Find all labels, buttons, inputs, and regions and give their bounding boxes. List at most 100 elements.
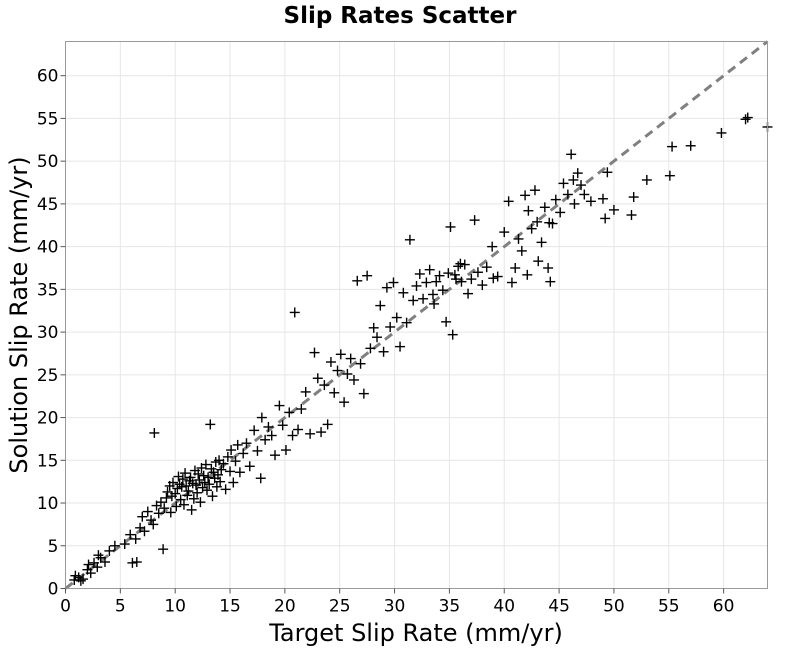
data-point <box>222 451 233 462</box>
data-point <box>186 504 197 515</box>
data-point <box>75 575 86 586</box>
x-tick-label: 55 <box>658 597 680 617</box>
data-point <box>418 293 429 304</box>
data-point <box>558 178 569 189</box>
data-point <box>249 425 260 436</box>
data-point <box>142 506 153 517</box>
data-point <box>378 346 389 357</box>
y-tick-label: 40 <box>37 238 59 258</box>
x-tick-label: 30 <box>384 597 406 617</box>
data-point <box>104 545 115 556</box>
data-point <box>255 473 266 484</box>
data-point <box>181 480 192 491</box>
data-point <box>174 479 185 490</box>
data-point <box>207 491 218 502</box>
data-point <box>463 288 474 299</box>
y-tick-label: 50 <box>37 152 59 172</box>
data-point <box>191 480 202 491</box>
data-point <box>362 270 373 281</box>
data-point <box>562 189 573 200</box>
data-point <box>453 261 464 272</box>
x-tick-label: 20 <box>274 597 296 617</box>
data-point <box>185 472 196 483</box>
data-point <box>211 481 222 492</box>
data-point <box>365 343 376 354</box>
data-point <box>716 127 727 138</box>
x-tick-label: 35 <box>439 597 461 617</box>
data-point <box>466 274 477 285</box>
data-point <box>345 353 356 364</box>
data-point <box>481 262 492 273</box>
data-point <box>225 466 236 477</box>
data-point <box>427 289 438 300</box>
data-point <box>449 269 460 280</box>
data-point <box>568 174 579 185</box>
data-point <box>421 277 432 288</box>
data-point <box>165 507 176 518</box>
data-point <box>93 550 104 561</box>
plot-area <box>65 41 768 589</box>
data-point <box>188 493 199 504</box>
data-point <box>431 276 442 287</box>
y-axis-ticks: 0 5 10 15 20 25 30 35 40 45 50 55 60 <box>37 67 66 600</box>
data-point <box>300 386 311 397</box>
data-point <box>146 515 157 526</box>
data-point <box>579 189 590 200</box>
x-tick-label: 15 <box>219 597 241 617</box>
data-point <box>200 459 211 470</box>
data-point <box>167 477 178 488</box>
data-point <box>95 552 106 563</box>
data-point <box>293 424 304 435</box>
data-points <box>69 112 773 586</box>
data-point <box>83 559 94 570</box>
data-point <box>388 277 399 288</box>
data-point <box>215 476 226 487</box>
data-point <box>173 471 184 482</box>
data-point <box>526 223 537 234</box>
data-point <box>289 307 300 318</box>
data-point <box>411 280 422 291</box>
x-tick-label: 50 <box>603 597 625 617</box>
data-point <box>218 458 229 469</box>
data-point <box>404 234 415 245</box>
data-point <box>153 508 164 519</box>
data-point <box>503 196 514 207</box>
data-point <box>119 539 130 550</box>
data-point <box>319 380 330 391</box>
data-point <box>459 259 470 270</box>
data-point <box>130 533 141 544</box>
data-point <box>139 526 150 537</box>
data-point <box>287 430 298 441</box>
data-point <box>176 481 187 492</box>
data-point <box>252 445 263 456</box>
reference-line <box>64 40 769 590</box>
data-point <box>70 570 81 581</box>
data-point <box>520 190 531 201</box>
data-point <box>228 477 239 488</box>
data-point <box>241 438 252 449</box>
x-tick-label: 10 <box>164 597 186 617</box>
data-point <box>487 241 498 252</box>
data-point <box>332 365 343 376</box>
data-point <box>447 329 458 340</box>
data-point <box>234 467 245 478</box>
x-tick-label: 45 <box>548 597 570 617</box>
data-point <box>69 574 80 585</box>
y-tick-label: 60 <box>37 67 59 87</box>
data-point <box>576 180 587 191</box>
data-point <box>456 276 467 287</box>
data-point <box>492 271 503 282</box>
data-point <box>600 213 611 224</box>
data-point <box>602 167 613 178</box>
data-point <box>539 202 550 213</box>
data-point <box>199 477 210 488</box>
data-point <box>244 461 255 472</box>
data-point <box>280 445 291 456</box>
data-point <box>414 268 425 279</box>
data-point <box>536 237 547 248</box>
data-point <box>450 274 461 285</box>
data-point <box>550 194 561 205</box>
data-point <box>212 469 223 480</box>
data-point <box>260 434 271 445</box>
